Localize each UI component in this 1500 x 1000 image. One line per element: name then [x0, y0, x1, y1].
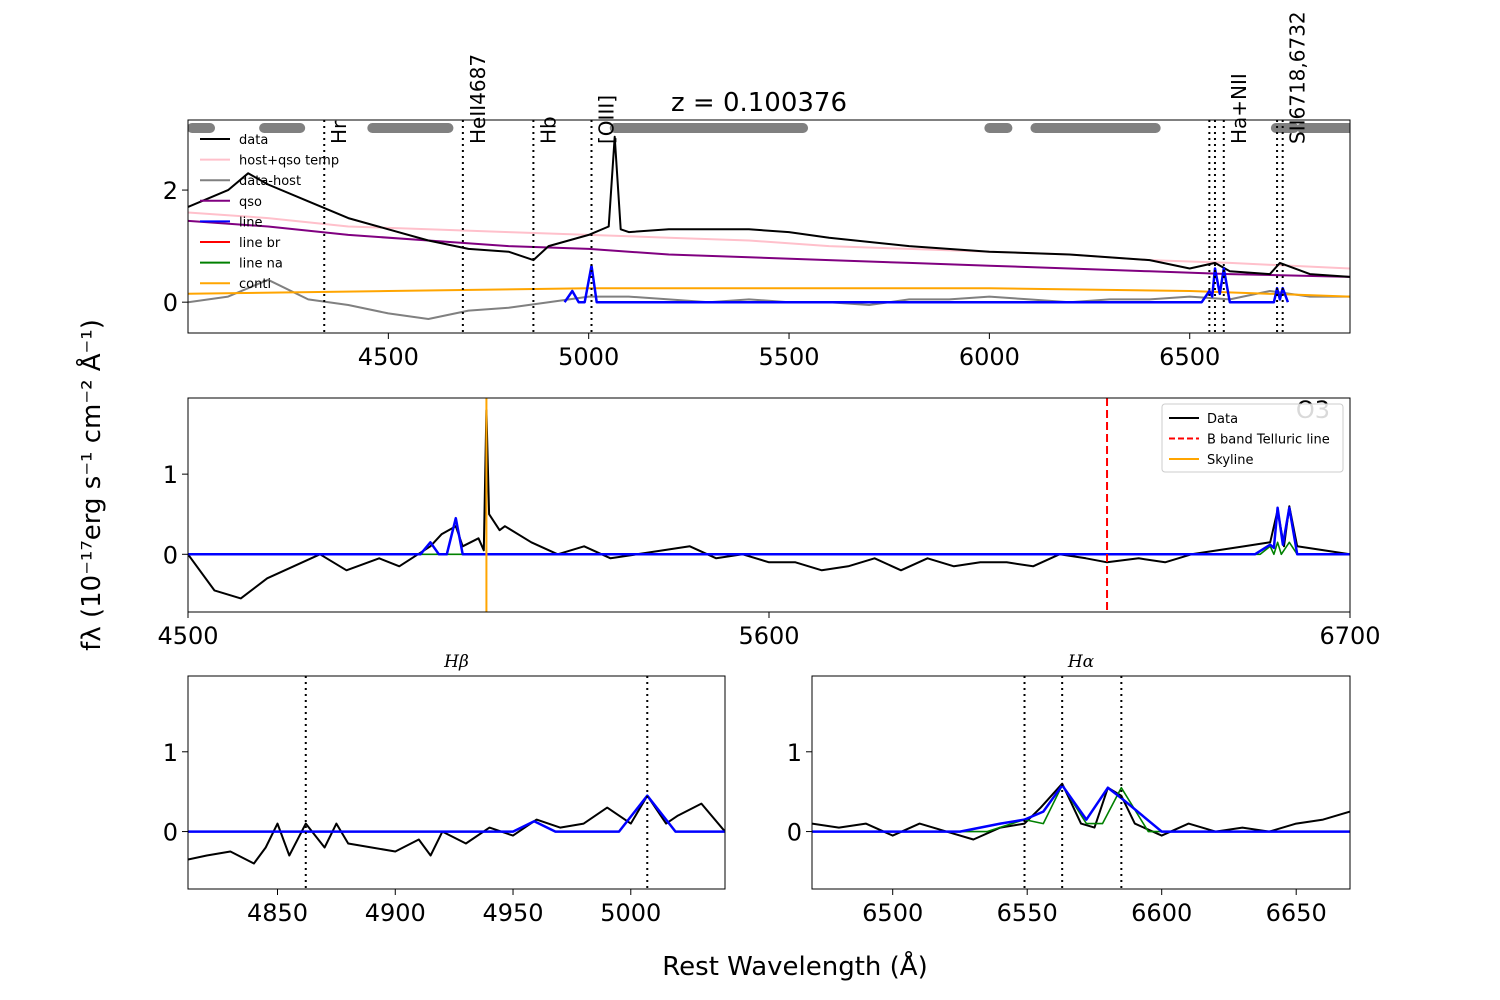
panel-title: Hα [1067, 652, 1095, 672]
y-tick-label: 0 [163, 541, 178, 569]
legend-label-host-qso-temp: host+qso temp [239, 154, 339, 169]
series-conti [188, 287, 1350, 298]
legend-label-data: Data [1207, 412, 1238, 427]
legend-label-b-band-telluric-line: B band Telluric line [1207, 433, 1330, 448]
x-tick-label: 5500 [758, 343, 819, 371]
marker-label-ha-nii: Ha+NII [1227, 73, 1251, 144]
x-tick-label: 6650 [1266, 899, 1327, 927]
legend-label-line-na: line na [239, 257, 283, 272]
series-data [812, 782, 1350, 841]
x-tick-label: 4850 [247, 899, 308, 927]
panel-full-spectrum: Hr HeII4687 Hb [OIII] Ha+NII SII6718,6732 4500… [163, 11, 1351, 371]
x-tick-label: 6000 [959, 343, 1020, 371]
series-line [812, 784, 1350, 833]
y-tick-label: 1 [163, 461, 178, 489]
x-tick-label: 4500 [358, 343, 419, 371]
marker-label-sii6718-6732: SII6718,6732 [1286, 11, 1310, 144]
axes-frame [187, 675, 726, 890]
marker-label-oiii: [OIII] [594, 95, 618, 144]
axes-frame [187, 119, 1351, 334]
series-line [563, 264, 1290, 304]
panel-halpha: 6500 6550 6600 6650 0 1 Hα [787, 652, 1351, 927]
y-tick-label: 1 [163, 739, 178, 767]
marker-label-hr: Hr [327, 120, 351, 144]
series-line [188, 794, 725, 833]
series-data [188, 794, 725, 865]
legend-label-conti: conti [239, 277, 271, 292]
legend-label-data-host: data-host [239, 174, 301, 189]
plot-area [812, 676, 1350, 889]
x-tick-label: 6500 [1159, 343, 1220, 371]
plot-area [188, 676, 725, 889]
series-qso [188, 219, 1350, 278]
legend-label-line-br: line br [239, 236, 281, 251]
panel-line-region: 45005600670001O3DataB band Telluric line… [157, 396, 1380, 650]
chart-title: z = 0.100376 [671, 88, 847, 118]
x-tick-label: 6700 [1319, 622, 1380, 650]
legend-label-skyline: Skyline [1207, 453, 1253, 468]
series-data-host [188, 278, 1350, 320]
series-host-qso-temp [188, 211, 1350, 270]
marker-label-hb: Hb [536, 116, 560, 144]
legend-label-qso: qso [239, 195, 262, 210]
panel-title: Hβ [443, 652, 469, 672]
y-tick-label: 0 [787, 819, 802, 847]
x-axis-label: Rest Wavelength (Å) [662, 950, 927, 982]
legend: Data B band Telluric line Skyline [1161, 403, 1344, 473]
y-axis-label: fλ (10⁻¹⁷erg s⁻¹ cm⁻² Å⁻¹) [75, 319, 107, 651]
legend-box [1161, 403, 1344, 473]
legend-label-data: data [239, 133, 268, 148]
panel-hbeta: 4850 4900 4950 5000 0 1 Hβ [163, 652, 726, 927]
y-tick-label: 0 [163, 289, 178, 317]
x-tick-label: 4900 [365, 899, 426, 927]
x-tick-label: 6550 [997, 899, 1058, 927]
series-line-na [812, 784, 1350, 833]
y-tick-label: 1 [787, 739, 802, 767]
x-tick-label: 4500 [157, 622, 218, 650]
legend: data host+qso temp data-host qso line line br… [200, 133, 339, 292]
plot-area [188, 398, 1350, 612]
x-tick-label: 6500 [862, 899, 923, 927]
y-tick-label: 0 [163, 819, 178, 847]
legend-label-line: line [239, 215, 262, 230]
x-tick-label: 4950 [482, 899, 543, 927]
x-tick-label: 5000 [600, 899, 661, 927]
x-tick-label: 5600 [738, 622, 799, 650]
series-line-na [188, 541, 1350, 556]
marker-label-heii4687: HeII4687 [466, 54, 490, 144]
axes-frame [811, 675, 1351, 890]
plot-area [188, 120, 1350, 333]
y-tick-label: 2 [163, 177, 178, 205]
x-tick-label: 5000 [558, 343, 619, 371]
x-tick-label: 6600 [1131, 899, 1192, 927]
series-data [188, 135, 1350, 278]
series-line [188, 506, 1350, 556]
